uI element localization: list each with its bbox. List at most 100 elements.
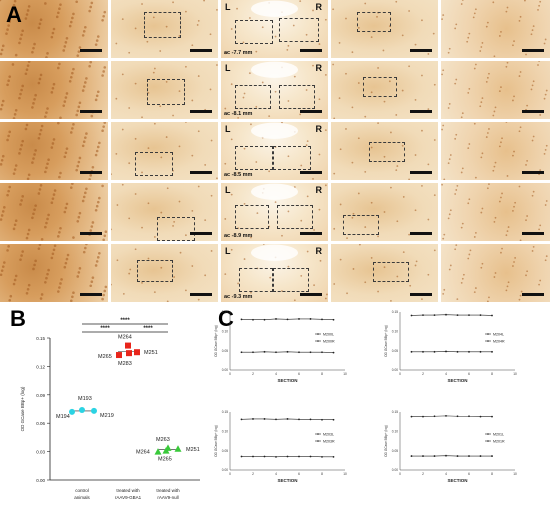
- animal-id-label: M264: [136, 450, 150, 456]
- histology-tile-r4-c2: [111, 183, 218, 241]
- histology-tile-r4-c4: [331, 183, 438, 241]
- scale-bar: [80, 293, 102, 296]
- series-point: [240, 418, 243, 421]
- histology-tile-r5-c4: [331, 244, 438, 302]
- left-hemisphere-label: L: [225, 63, 231, 73]
- legend-label: M200R: [323, 339, 335, 343]
- y-tick-label: 0.00: [222, 468, 228, 472]
- data-point-square: [125, 342, 131, 349]
- tissue-texture: [111, 244, 218, 302]
- y-tick-label: 0.15: [222, 410, 228, 414]
- region-of-interest-box: [369, 142, 405, 162]
- panel-b-scatter-chart: 0.15 0.12 0.09 0.06 0.03 0.00 OD GCase BBp+ (l…: [20, 318, 200, 500]
- x-tick-label: 8: [321, 372, 323, 376]
- legend-marker: [487, 340, 489, 342]
- x-category-label: rAAV9-null: [157, 495, 178, 500]
- series-line: [411, 314, 493, 316]
- significance-stars: ****: [120, 318, 130, 324]
- y-tick-label: 0.10: [222, 330, 228, 334]
- anteroposterior-coordinate-label: ac -7.7 mm: [224, 50, 253, 56]
- series-point: [252, 351, 254, 354]
- series-point: [479, 455, 482, 457]
- x-axis-label: SECTION: [447, 378, 467, 383]
- tissue-texture: [221, 122, 328, 180]
- data-point-square: [126, 350, 132, 357]
- region-of-interest-box: [273, 146, 311, 170]
- x-category-label: rAAV9-GBA1: [115, 495, 142, 500]
- series-point: [491, 314, 493, 317]
- x-tick-label: 10: [343, 372, 347, 376]
- x-tick-label: 4: [275, 372, 277, 376]
- region-of-interest-box: [279, 18, 319, 42]
- series-point: [433, 314, 436, 316]
- scale-bar: [522, 293, 544, 296]
- series-point: [263, 318, 266, 321]
- region-of-interest-box: [343, 215, 379, 235]
- series-point: [433, 350, 436, 353]
- y-tick-label: 0.15: [392, 410, 398, 414]
- series-point: [433, 415, 436, 418]
- tissue-texture: [221, 61, 328, 119]
- series-point: [286, 318, 289, 321]
- tissue-texture: [0, 183, 108, 241]
- legend-marker: [317, 340, 319, 342]
- animal-id-label: M251: [144, 350, 158, 356]
- series-point: [332, 418, 335, 421]
- y-axis-label: OD GCase BBp+ (log): [384, 325, 388, 357]
- series-line: [411, 415, 492, 417]
- series-point: [332, 455, 335, 458]
- histology-tile-r1-c1: [0, 0, 108, 58]
- x-tick-label: 6: [468, 472, 470, 476]
- tissue-texture: [0, 0, 108, 58]
- scale-bar: [190, 110, 212, 113]
- histology-tile-r5-c5: [441, 244, 550, 302]
- series-point: [479, 415, 482, 418]
- right-hemisphere-label: R: [315, 124, 323, 134]
- series-point: [275, 318, 277, 320]
- series-point: [468, 455, 470, 457]
- animal-id-label: M283: [118, 361, 132, 367]
- y-axis-label: OD GCase BBp+ (log): [384, 425, 388, 457]
- series-point: [456, 455, 459, 457]
- legend-marker: [487, 433, 489, 435]
- series-point: [240, 318, 243, 321]
- legend-marker: [317, 433, 319, 435]
- y-tick-label: 0.03: [36, 450, 45, 455]
- x-axis-label: SECTION: [277, 378, 297, 383]
- scale-bar: [522, 49, 544, 52]
- y-tick-label: 0.10: [392, 430, 398, 434]
- tissue-texture: [331, 244, 438, 302]
- histology-tile-r3-c1: [0, 122, 108, 180]
- series-point: [456, 314, 459, 316]
- data-point-circle: [79, 406, 85, 413]
- animal-id-label: M265: [158, 457, 172, 463]
- region-of-interest-box: [235, 146, 273, 170]
- animal-id-label: M193: [78, 396, 92, 402]
- tissue-texture: [111, 0, 218, 58]
- series-point: [332, 318, 335, 321]
- x-tick-label: 8: [491, 472, 493, 476]
- tissue-texture: [441, 183, 550, 241]
- x-category-label: control: [75, 488, 89, 493]
- left-hemisphere-label: L: [225, 124, 231, 134]
- data-point-circle: [69, 408, 75, 415]
- region-of-interest-box: [363, 77, 397, 97]
- series-point: [252, 318, 254, 321]
- y-tick-label: 0.09: [36, 393, 45, 398]
- series-point: [456, 415, 459, 418]
- y-tick-label: 0.05: [392, 449, 398, 453]
- legend-label: M201L: [493, 432, 504, 436]
- series-point: [298, 455, 300, 458]
- region-of-interest-box: [135, 152, 173, 176]
- histology-tile-r2-c5: [441, 61, 550, 119]
- histology-tile-r3-c5: [441, 122, 550, 180]
- y-tick-label: 0.10: [392, 330, 398, 334]
- tissue-texture: [0, 244, 108, 302]
- series-point: [321, 455, 323, 458]
- legend-marker: [487, 333, 489, 335]
- series-point: [468, 314, 470, 316]
- y-tick-label: 0.15: [36, 336, 45, 341]
- x-tick-label: 0: [229, 372, 231, 376]
